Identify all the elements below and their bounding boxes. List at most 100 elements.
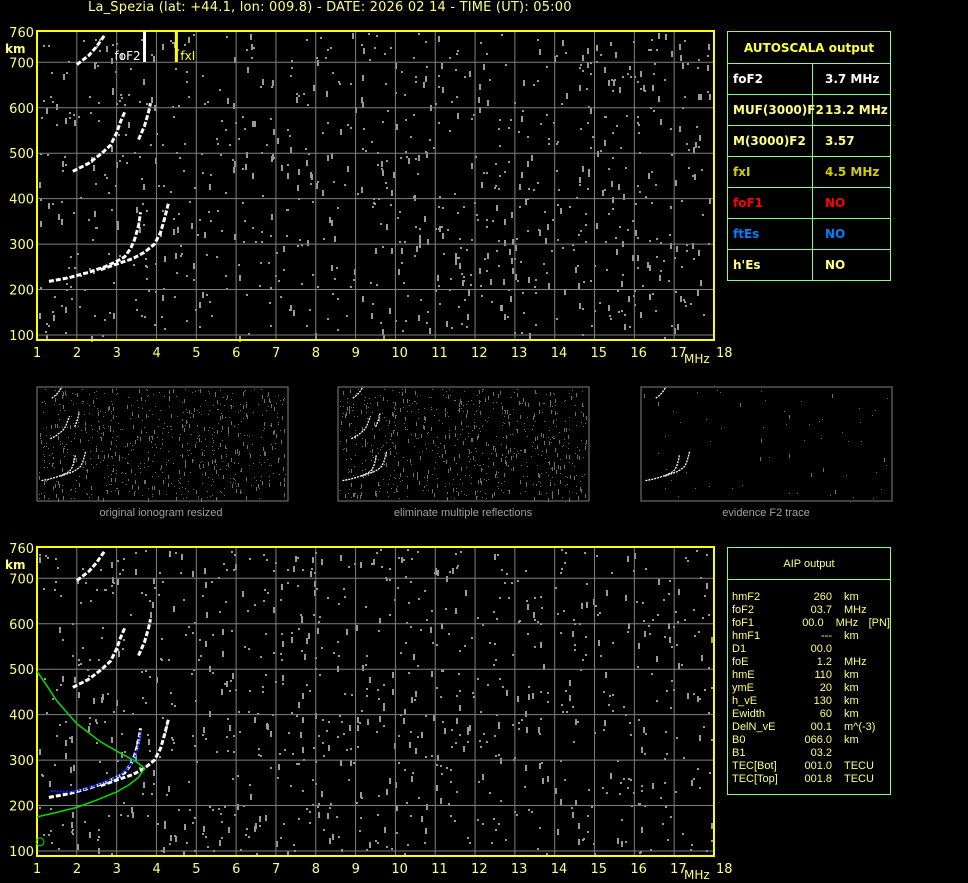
noise-dot (63, 448, 64, 452)
noise-dot (346, 439, 347, 443)
x-tick-label: 13 (511, 346, 528, 361)
noise-dot (649, 294, 651, 300)
noise-dot (859, 408, 860, 409)
noise-dot (538, 454, 539, 455)
noise-dot (188, 96, 190, 98)
noise-dot (256, 853, 258, 855)
noise-dot (760, 457, 761, 461)
noise-dot (622, 274, 624, 276)
noise-dot (212, 450, 213, 451)
noise-dot (524, 423, 525, 424)
noise-dot (561, 568, 563, 570)
noise-dot (539, 827, 541, 829)
noise-dot (483, 464, 484, 465)
noise-dot (53, 457, 54, 458)
noise-dot (264, 589, 266, 591)
noise-dot (536, 393, 537, 394)
noise-dot (804, 440, 805, 441)
noise-dot (55, 424, 56, 428)
noise-dot (232, 159, 234, 161)
noise-dot (354, 466, 355, 467)
noise-dot (233, 569, 235, 571)
noise-dot (440, 696, 442, 698)
noise-dot (64, 456, 65, 457)
noise-dot (711, 687, 713, 689)
noise-dot (801, 401, 802, 402)
noise-dot (564, 465, 565, 469)
noise-dot (365, 397, 366, 398)
noise-dot (106, 772, 108, 774)
noise-dot (242, 168, 244, 170)
noise-dot (351, 407, 352, 408)
noise-dot (676, 644, 678, 646)
noise-dot (246, 402, 247, 403)
autoscala-value: 3.57 (825, 134, 855, 148)
noise-dot (233, 482, 234, 483)
noise-dot (677, 621, 679, 623)
noise-dot (178, 480, 179, 481)
noise-dot (637, 237, 639, 239)
noise-dot (546, 493, 547, 494)
noise-dot (260, 262, 262, 264)
noise-dot (98, 836, 100, 838)
noise-dot (527, 230, 529, 232)
noise-dot (145, 702, 147, 704)
noise-dot (143, 224, 145, 226)
noise-dot (627, 556, 629, 562)
noise-dot (241, 492, 242, 493)
noise-dot (461, 491, 462, 492)
noise-dot (183, 170, 185, 172)
noise-dot (417, 173, 419, 175)
noise-dot (178, 105, 180, 107)
noise-dot (418, 797, 420, 799)
echo-trace (49, 416, 71, 440)
noise-dot (431, 610, 433, 612)
noise-dot (616, 249, 618, 255)
noise-dot (289, 135, 291, 137)
noise-dot (486, 172, 488, 174)
noise-dot (504, 423, 505, 424)
noise-dot (698, 631, 700, 633)
noise-dot (616, 125, 618, 127)
noise-dot (340, 441, 341, 442)
noise-dot (539, 763, 541, 769)
noise-dot (644, 394, 645, 398)
noise-dot (356, 393, 357, 394)
noise-dot (669, 234, 671, 236)
noise-dot (698, 94, 700, 100)
noise-dot (535, 421, 536, 422)
noise-dot (634, 304, 636, 306)
x-tick-label: 4 (152, 862, 160, 877)
noise-dot (477, 395, 478, 396)
noise-dot (171, 703, 173, 705)
noise-dot (80, 197, 82, 199)
x-tick-label: 11 (431, 862, 448, 877)
noise-dot (269, 398, 270, 402)
noise-dot (555, 788, 557, 794)
noise-dot (171, 426, 172, 427)
noise-dot (658, 579, 660, 585)
noise-dot (182, 419, 183, 420)
noise-dot (164, 823, 166, 829)
noise-dot (110, 426, 111, 430)
noise-dot (456, 53, 458, 55)
noise-dot (398, 762, 400, 764)
noise-dot (376, 284, 378, 286)
noise-dot (220, 404, 221, 405)
noise-dot (233, 103, 235, 109)
noise-dot (708, 712, 710, 714)
noise-dot (107, 693, 109, 695)
noise-dot (386, 463, 387, 467)
noise-dot (347, 124, 349, 126)
noise-dot (405, 320, 407, 322)
aip-param: hmF1 (732, 630, 761, 642)
noise-dot (172, 106, 174, 108)
noise-dot (585, 446, 586, 450)
echo-trace (75, 34, 106, 66)
noise-dot (102, 335, 104, 337)
noise-dot (708, 44, 710, 50)
noise-dot (379, 491, 380, 492)
noise-dot (127, 443, 128, 447)
noise-dot (475, 460, 476, 461)
noise-dot (282, 683, 284, 685)
